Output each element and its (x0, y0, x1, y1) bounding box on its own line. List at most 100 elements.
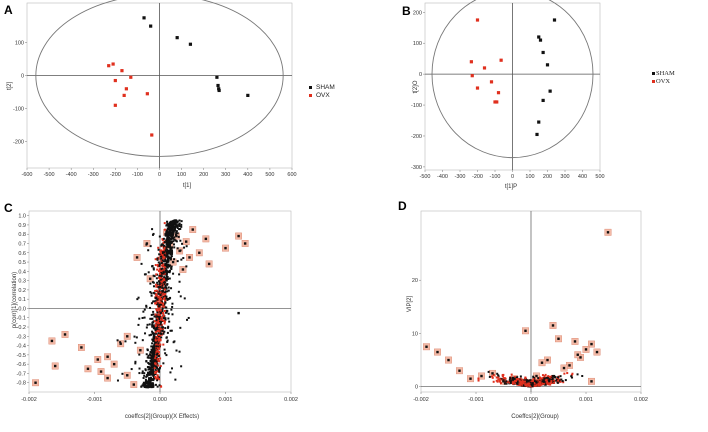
panel-c-feature-point (152, 376, 155, 379)
panel-c-feature-point (149, 282, 152, 285)
panel-c-feature-point (160, 316, 163, 319)
panel-d-feature-point (521, 378, 524, 381)
panel-c-feature-point (165, 273, 168, 276)
panel-c-feature-point (176, 232, 179, 235)
panel-c-feature-point (143, 308, 146, 311)
panel-c-feature-point (165, 297, 168, 300)
panel-c-feature-point (166, 309, 169, 312)
panel-b-point-sham (548, 89, 552, 93)
panel-c-feature-point (168, 271, 171, 274)
panel-d-feature-point (515, 378, 518, 381)
panel-c-feature-point (176, 260, 179, 263)
panel-c-feature-point (170, 220, 173, 223)
panel-b-xtick-label: -300 (454, 174, 465, 180)
panel-d-feature-point (571, 372, 574, 375)
panel-c-feature-point (159, 318, 162, 321)
panel-b-point-sham (545, 63, 550, 67)
panel-c-feature-point (159, 306, 162, 309)
panel-c-feature-point (154, 329, 157, 332)
panel-c-feature-point (150, 372, 153, 375)
panel-c-feature-point (156, 281, 159, 284)
panel-c-feature-point (150, 386, 153, 389)
panel-c-feature-point (153, 367, 156, 370)
panel-d-feature-point (527, 380, 530, 383)
panel-c-feature-point (155, 370, 158, 373)
panel-c-feature-point (169, 269, 172, 272)
panel-c-feature-point (159, 294, 162, 297)
panel-c-feature-point (167, 245, 170, 248)
panel-c-feature-point (160, 262, 163, 265)
panel-c-feature-point (154, 313, 157, 316)
panel-a-point-sham (216, 83, 220, 88)
panel-c-feature-point (155, 377, 158, 380)
panel-c-feature-point (162, 320, 165, 323)
panel-d-highlight-point (568, 364, 571, 367)
panel-c-feature-point (164, 233, 167, 236)
panel-d-feature-point (498, 378, 501, 381)
panel-c-feature-point (159, 334, 162, 337)
panel-c-feature-point (156, 370, 159, 373)
panel-d-feature-point (521, 384, 524, 387)
panel-c-feature-point (166, 235, 169, 238)
panel-c-feature-point (173, 246, 176, 249)
panel-c-feature-point (153, 315, 156, 318)
panel-c-feature-point (154, 302, 157, 305)
panel-c-feature-point (164, 281, 167, 284)
panel-c-feature-point (161, 310, 164, 313)
panel-c-feature-point (160, 326, 163, 329)
panel-b-point-sham (538, 38, 543, 42)
panel-c-feature-point (153, 326, 156, 329)
panel-c-feature-point (173, 258, 176, 261)
panel-c-feature-point (163, 283, 166, 286)
panel-c-feature-point (152, 300, 155, 303)
panel-d-feature-point (509, 376, 512, 379)
panel-c-feature-point (148, 377, 151, 380)
panel-c-highlight-point (106, 376, 109, 380)
panel-c-feature-point (166, 290, 169, 293)
panel-c-feature-point (147, 271, 150, 274)
panel-b-point-sham (541, 98, 545, 103)
panel-c-feature-point (171, 222, 174, 225)
panel-d-feature-point (497, 374, 500, 377)
panel-c-feature-point (176, 224, 179, 227)
panel-d-highlight-point (458, 369, 461, 372)
panel-c-feature-point (160, 249, 163, 252)
panel-c-feature-point (156, 295, 159, 298)
panel-c-feature-point (150, 294, 153, 297)
panel-c-feature-point (157, 354, 160, 357)
panel-c-feature-point (158, 281, 161, 284)
panel-c-feature-point (160, 264, 163, 267)
panel-c-highlight-point (86, 367, 90, 370)
panel-c-feature-point (163, 298, 166, 301)
panel-c-ytick-label: 0.8 (18, 232, 26, 238)
panel-c-feature-point (149, 351, 152, 354)
panel-a-point-sham (217, 87, 221, 91)
panel-b-xtick-label: 400 (578, 174, 587, 180)
panel-d-highlight-point (480, 374, 483, 378)
panel-b-point-ovx (493, 100, 497, 104)
panel-c-feature-point (159, 276, 162, 279)
panel-c-feature-point (165, 232, 168, 235)
panel-c-feature-point (154, 371, 157, 374)
panel-d-feature-point (519, 382, 522, 385)
panel-c-highlight-point (112, 362, 116, 366)
panel-c-feature-point (152, 379, 155, 382)
panel-c-feature-point (156, 257, 159, 260)
panel-c-ytick-label: -0.5 (17, 353, 26, 359)
panel-d-highlight-point (576, 353, 579, 356)
panel-c-feature-point (167, 257, 170, 260)
legend-label-sham: SHAM (316, 84, 335, 91)
panel-c-feature-point (159, 255, 162, 258)
panel-d-feature-point (503, 382, 506, 385)
panel-d-feature-point (508, 378, 511, 381)
panel-c-feature-point (156, 358, 159, 361)
panel-d-feature-point (526, 384, 529, 387)
panel-c-feature-point (176, 227, 179, 230)
panel-d-feature-point (551, 377, 554, 380)
panel-c-feature-point (166, 254, 169, 257)
panel-c-feature-point (158, 360, 161, 363)
panel-d-feature-point (490, 375, 493, 378)
panel-c-feature-point (164, 352, 167, 355)
panel-d-xtick-label: -0.001 (468, 397, 484, 403)
panel-c-feature-point (158, 263, 161, 266)
